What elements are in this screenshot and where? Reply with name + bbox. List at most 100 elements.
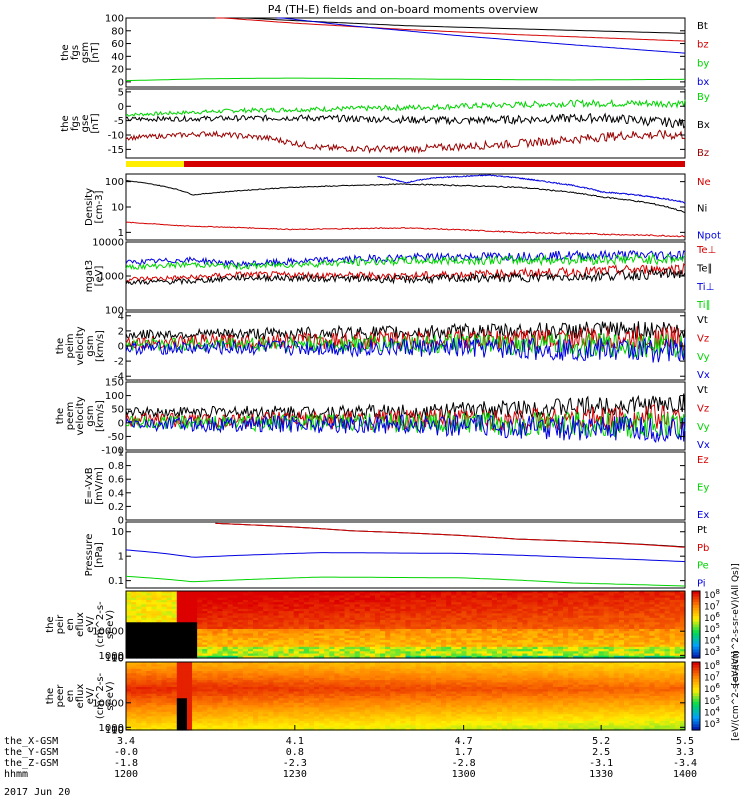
peir-spectrogram-cell: [512, 591, 518, 594]
peir-spectrogram-cell: [415, 651, 422, 655]
peir-spectrogram-cell: [425, 637, 432, 641]
peir-spectrogram-cell: [532, 617, 539, 621]
peir-spectrogram-cell: [390, 631, 396, 635]
peer-spectrogram-cell: [151, 671, 158, 674]
peer-spectrogram-cell: [232, 668, 239, 672]
peir-spectrogram-cell: [369, 653, 376, 657]
peir-spectrogram-cell: [415, 644, 422, 648]
peer-spectrogram-cell: [171, 696, 178, 699]
peer-spectrogram-cell: [227, 673, 234, 677]
peir-spectrogram-cell: [197, 649, 203, 652]
peir-spectrogram-cell: [583, 640, 590, 643]
peir-spectrogram-cell: [542, 606, 549, 610]
peir-spectrogram-cell: [542, 640, 549, 643]
peer-spectrogram-cell: [126, 700, 132, 704]
peer-spectrogram-cell: [334, 700, 341, 704]
peir-spectrogram-cell: [161, 624, 168, 628]
peir-spectrogram-cell: [385, 595, 391, 599]
peir-spectrogram-cell: [466, 604, 473, 608]
peir-spectrogram-cell: [537, 635, 544, 639]
peir-spectrogram-cell: [202, 631, 208, 635]
peer-spectrogram-cell: [339, 668, 346, 672]
peir-spectrogram-cell: [171, 649, 178, 652]
peer-spectrogram-cell: [247, 705, 254, 708]
peir-spectrogram-cell: [522, 597, 529, 601]
peir-spectrogram-cell: [654, 651, 661, 655]
peir-spectrogram-cell: [563, 628, 569, 632]
peir-spectrogram-cell: [542, 644, 549, 648]
peir-spectrogram-cell: [451, 599, 457, 603]
peer-spectrogram-cell: [217, 727, 224, 731]
peer-spectrogram-cell: [268, 673, 274, 677]
peir-spectrogram-cell: [339, 599, 346, 603]
peir-spectrogram-cell: [369, 655, 376, 659]
peir-spectrogram-cell: [288, 593, 295, 597]
peir-spectrogram-cell: [598, 626, 605, 630]
peir-spectrogram-cell: [527, 593, 534, 597]
peir-spectrogram-cell: [136, 591, 142, 594]
peir-spectrogram-cell: [380, 626, 386, 630]
peir-spectrogram-colorbar-step: [692, 646, 700, 651]
peer-spectrogram-cell: [242, 698, 249, 702]
peir-spectrogram-cell: [634, 628, 640, 632]
peir-spectrogram-cell: [202, 624, 208, 628]
peir-spectrogram-cell: [141, 613, 147, 617]
peir-spectrogram-cell: [212, 615, 219, 619]
peir-spectrogram-cell: [557, 599, 564, 603]
peer-spectrogram-cell: [293, 709, 300, 713]
peer-spectrogram-cell: [181, 709, 188, 713]
fgs-gsm-ytick-2: 40: [111, 52, 124, 63]
peir-spectrogram-cell: [425, 646, 432, 650]
peer-spectrogram-cell: [171, 725, 178, 729]
peir-spectrogram-cell: [608, 644, 615, 648]
peer-spectrogram-cell: [171, 668, 178, 672]
peir-spectrogram-cell: [496, 646, 503, 650]
peir-spectrogram-cell: [181, 640, 188, 643]
peir-spectrogram-cell: [629, 624, 635, 628]
peir-spectrogram-cell: [293, 653, 300, 657]
peir-spectrogram-cell: [522, 653, 529, 657]
peir-spectrogram-cell: [451, 637, 457, 641]
peir-spectrogram-cell: [588, 642, 595, 646]
peim-velocity-series-3-line: [125, 336, 686, 363]
peer-spectrogram-cell: [308, 693, 315, 697]
peir-spectrogram-cell: [390, 617, 396, 621]
peir-spectrogram-cell: [349, 599, 356, 603]
peir-spectrogram-cell: [329, 597, 335, 601]
peer-spectrogram-cell: [166, 664, 173, 668]
peir-spectrogram-cell: [664, 653, 671, 657]
peer-spectrogram-cell: [227, 680, 234, 683]
peir-spectrogram-cell: [507, 591, 513, 594]
peer-spectrogram-cell: [349, 689, 356, 693]
peir-spectrogram-cell: [334, 595, 341, 599]
peir-spectrogram-cell: [624, 613, 630, 617]
peir-spectrogram-cell: [283, 626, 290, 630]
peir-spectrogram-cell: [283, 593, 290, 597]
peer-spectrogram-cell: [278, 716, 285, 720]
peir-spectrogram-cell: [146, 597, 153, 601]
peir-spectrogram-cell: [456, 593, 462, 597]
peir-spectrogram-cell: [502, 624, 508, 628]
peir-spectrogram-cell: [573, 617, 579, 621]
peer-spectrogram-cell: [202, 662, 208, 665]
peir-spectrogram-cell: [486, 606, 493, 610]
peir-spectrogram-cell: [141, 635, 147, 639]
peir-spectrogram-cell: [644, 646, 651, 650]
peir-spectrogram-cell: [151, 622, 158, 626]
peir-spectrogram-cell: [674, 604, 681, 608]
peir-spectrogram-cell: [435, 608, 442, 612]
peer-spectrogram-cell: [141, 684, 147, 688]
peir-spectrogram-cell: [324, 624, 330, 628]
peir-spectrogram-cell: [207, 599, 213, 603]
peir-spectrogram-colorbar-step: [692, 638, 700, 642]
peir-spectrogram-cell: [283, 599, 290, 603]
peer-spectrogram-cell: [131, 664, 137, 668]
peir-spectrogram-cell: [212, 613, 219, 617]
peir-spectrogram-cell: [664, 597, 671, 601]
peir-spectrogram-cell: [552, 646, 559, 650]
peir-spectrogram-cell: [273, 626, 280, 630]
peir-spectrogram-cell: [456, 644, 462, 648]
peer-spectrogram-cell: [207, 696, 213, 699]
peir-spectrogram-cell: [654, 644, 661, 648]
peir-spectrogram-cell: [557, 640, 564, 643]
